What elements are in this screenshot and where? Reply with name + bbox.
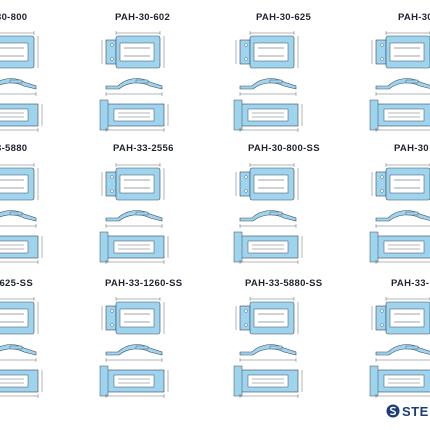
model-title: PAH-30-625 <box>256 12 312 23</box>
model-title: PAH-30- <box>398 12 430 23</box>
latch-drawing <box>99 163 169 264</box>
model-title: PAH-33-2556 <box>113 143 174 154</box>
latch-drawing <box>0 31 43 132</box>
model-title: PAH-33-1260-SS <box>105 278 183 289</box>
latch-drawing <box>369 163 430 264</box>
company-logo: STE <box>386 398 430 424</box>
latch-drawing <box>99 297 169 398</box>
model-title: -625-SS <box>0 278 33 289</box>
latch-drawing <box>233 163 303 264</box>
latch-drawing <box>369 31 430 132</box>
model-title: PAH-30 <box>394 143 429 154</box>
latch-drawing <box>99 31 169 132</box>
model-title: 30-800 <box>0 12 28 23</box>
model-title: PAH-30-602 <box>115 12 171 23</box>
model-title: PAH-33- <box>391 278 430 289</box>
model-title: 3-5880 <box>0 143 28 154</box>
latch-drawing <box>369 297 430 398</box>
latch-drawing <box>233 31 303 132</box>
latch-drawing <box>0 163 43 264</box>
company-logo-icon <box>386 404 400 418</box>
latch-drawing <box>233 297 303 398</box>
company-logo-text: STE <box>402 403 429 419</box>
model-title: PAH-30-800-SS <box>248 143 320 154</box>
latch-drawing <box>0 297 43 398</box>
model-title: PAH-33-5880-SS <box>245 278 323 289</box>
